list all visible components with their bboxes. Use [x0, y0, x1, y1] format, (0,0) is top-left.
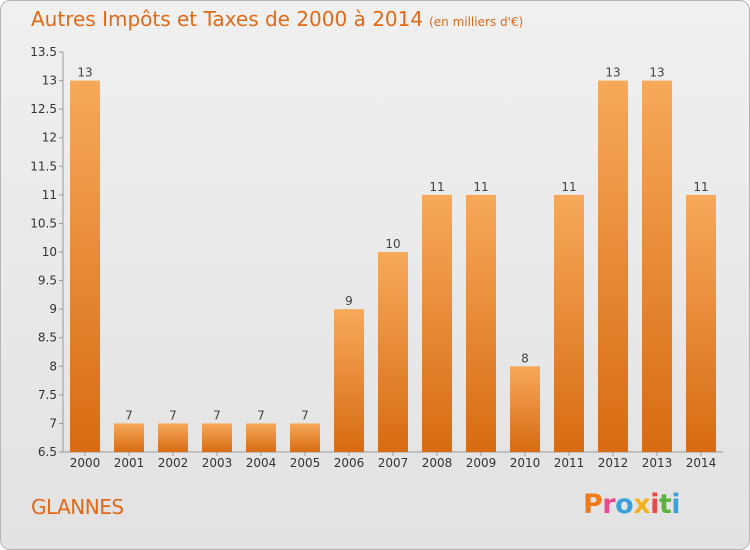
bar-2010	[510, 366, 540, 452]
y-tick-label: 10.5	[30, 216, 57, 230]
bar-2007	[378, 252, 408, 452]
x-tick-label-2008: 2008	[422, 456, 453, 470]
bar-2008	[422, 194, 452, 452]
y-tick-label: 12.5	[30, 102, 57, 116]
x-tick-label-2013: 2013	[642, 456, 673, 470]
x-tick-label-2005: 2005	[290, 456, 321, 470]
bar-2000	[70, 80, 100, 453]
data-label-2009: 11	[473, 180, 488, 194]
x-tick-label-2014: 2014	[686, 456, 717, 470]
data-label-2006: 9	[345, 294, 353, 308]
y-tick-label: 10	[42, 245, 57, 259]
logo-letter: P	[583, 489, 603, 520]
data-label-2013: 13	[649, 66, 664, 80]
place-name: GLANNES	[31, 495, 124, 519]
data-label-2010: 8	[521, 351, 529, 365]
bar-2001	[114, 423, 144, 452]
data-label-2007: 10	[385, 237, 400, 251]
x-tick-label-2012: 2012	[598, 456, 629, 470]
bar-2003	[202, 423, 232, 452]
y-tick-label: 13	[42, 74, 57, 88]
bar-2011	[554, 194, 584, 452]
y-tick-label: 9	[49, 302, 57, 316]
y-tick-label: 7	[49, 416, 57, 430]
x-tick-label-2006: 2006	[334, 456, 365, 470]
proxiti-logo: Proxiti	[583, 489, 681, 520]
x-tick-label-2010: 2010	[510, 456, 541, 470]
x-tick-label-2001: 2001	[114, 456, 145, 470]
data-label-2002: 7	[169, 408, 177, 422]
x-tick-label-2011: 2011	[554, 456, 585, 470]
x-tick-label-2004: 2004	[246, 456, 277, 470]
y-tick-label: 7.5	[38, 388, 57, 402]
data-label-2012: 13	[605, 66, 620, 80]
logo-letter: i	[671, 489, 681, 520]
logo-letter: o	[615, 489, 634, 520]
y-tick-label: 11.5	[30, 159, 57, 173]
data-label-2001: 7	[125, 408, 133, 422]
bar-2014	[686, 194, 716, 452]
x-tick-label-2007: 2007	[378, 456, 409, 470]
data-label-2000: 13	[77, 66, 92, 80]
bar-2005	[290, 423, 320, 452]
y-tick-label: 12	[42, 131, 57, 145]
y-tick-label: 11	[42, 188, 57, 202]
chart-title: Autres Impôts et Taxes de 2000 à 2014 (en…	[31, 7, 523, 31]
bar-2002	[158, 423, 188, 452]
chart-title-text: Autres Impôts et Taxes de 2000 à 2014	[31, 7, 424, 31]
y-tick-label: 6.5	[38, 445, 57, 459]
x-tick-label-2000: 2000	[70, 456, 101, 470]
bar-2006	[334, 309, 364, 452]
y-tick-label: 8	[49, 359, 57, 373]
bar-2009	[466, 194, 496, 452]
y-tick-label: 8.5	[38, 331, 57, 345]
logo-letter: t	[658, 489, 672, 520]
data-label-2014: 11	[693, 180, 708, 194]
x-tick-label-2003: 2003	[202, 456, 233, 470]
logo-letter: r	[602, 489, 616, 520]
data-label-2008: 11	[429, 180, 444, 194]
data-label-2005: 7	[301, 408, 309, 422]
logo-letter: i	[650, 489, 659, 520]
logo-letter: x	[633, 489, 651, 520]
bar-2004	[246, 423, 276, 452]
y-tick-label: 9.5	[38, 274, 57, 288]
y-tick-label: 13.5	[30, 45, 57, 59]
bar-2013	[642, 80, 672, 453]
data-label-2011: 11	[561, 180, 576, 194]
x-tick-label-2009: 2009	[466, 456, 497, 470]
data-label-2004: 7	[257, 408, 265, 422]
x-tick-label-2002: 2002	[158, 456, 189, 470]
chart-unit: (en milliers d'€)	[429, 15, 524, 29]
data-label-2003: 7	[213, 408, 221, 422]
bar-2012	[598, 80, 628, 453]
